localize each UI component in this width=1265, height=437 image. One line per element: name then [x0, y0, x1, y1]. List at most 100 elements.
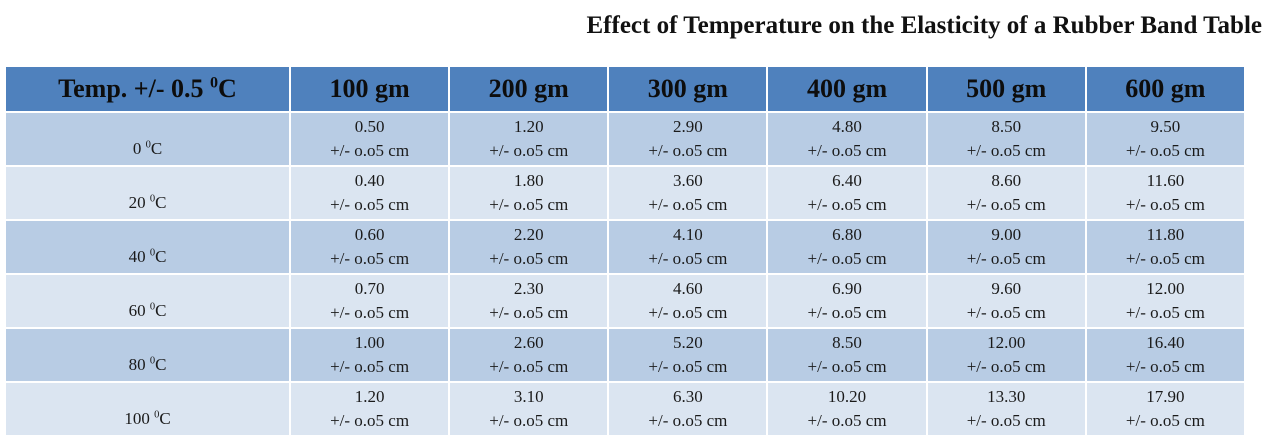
temperature-value: 100	[124, 409, 150, 428]
measurement-cell: 5.20 +/- o.o5 cm	[609, 329, 767, 383]
measurement-cell: 0.50 +/- o.o5 cm	[291, 113, 449, 167]
measurement-cell: 12.00 +/- o.o5 cm	[927, 329, 1085, 383]
measurement-cell: 2.60 +/- o.o5 cm	[450, 329, 608, 383]
uncertainty-label: +/- o.o5 cm	[489, 303, 569, 322]
header-mass: 200 gm	[450, 67, 608, 113]
uncertainty-label: +/- o.o5 cm	[648, 411, 728, 430]
temperature-cell: 40 0C	[6, 221, 289, 275]
temperature-unit: C	[155, 193, 167, 212]
extension-value: 9.60	[991, 279, 1022, 298]
uncertainty-label: +/- o.o5 cm	[1125, 357, 1205, 376]
measurement-cell: 4.10 +/- o.o5 cm	[609, 221, 767, 275]
extension-value: 6.40	[832, 171, 862, 190]
table-row: 60 0C 0.70 +/- o.o5 cm 2.30 +/- o.o5 cm 4.60 +…	[6, 275, 1244, 329]
uncertainty-label: +/- o.o5 cm	[330, 141, 410, 160]
extension-value: 0.60	[354, 225, 385, 244]
measurement-cell: 4.60 +/- o.o5 cm	[609, 275, 767, 329]
temperature-value: 20	[128, 193, 146, 212]
extension-value: 2.30	[513, 279, 544, 298]
measurement-cell: 8.50 +/- o.o5 cm	[768, 329, 926, 383]
measurement-cell: 2.90 +/- o.o5 cm	[609, 113, 767, 167]
header-mass: 100 gm	[291, 67, 449, 113]
temperature-cell: 100 0C	[6, 383, 289, 437]
measurement-cell: 6.80 +/- o.o5 cm	[768, 221, 926, 275]
extension-value: 1.00	[354, 333, 385, 352]
degree-symbol: 0	[149, 247, 156, 259]
header-temp-degree: 0	[209, 74, 219, 92]
extension-value: 8.60	[991, 171, 1022, 190]
degree-symbol: 0	[149, 301, 156, 313]
extension-value: 17.90	[1146, 387, 1185, 406]
measurement-cell: 0.60 +/- o.o5 cm	[291, 221, 449, 275]
uncertainty-label: +/- o.o5 cm	[807, 411, 887, 430]
temperature-unit: C	[155, 301, 167, 320]
extension-value: 12.00	[1146, 279, 1185, 298]
uncertainty-label: +/- o.o5 cm	[330, 303, 410, 322]
temperature-unit: C	[155, 247, 167, 266]
header-temp-label: Temp. +/- 0.5	[58, 74, 204, 103]
extension-value: 11.60	[1146, 171, 1185, 190]
header-mass: 300 gm	[609, 67, 767, 113]
measurement-cell: 9.00 +/- o.o5 cm	[927, 221, 1085, 275]
extension-value: 1.80	[513, 171, 544, 190]
table-row: 0 0C 0.50 +/- o.o5 cm 1.20 +/- o.o5 cm 2.90 +/…	[6, 113, 1244, 167]
header-temp: Temp. +/- 0.5 0C	[6, 67, 289, 113]
extension-value: 2.20	[513, 225, 544, 244]
uncertainty-label: +/- o.o5 cm	[966, 357, 1046, 376]
extension-value: 6.90	[832, 279, 862, 298]
extension-value: 13.30	[987, 387, 1026, 406]
uncertainty-label: +/- o.o5 cm	[489, 357, 569, 376]
extension-value: 6.80	[832, 225, 862, 244]
uncertainty-label: +/- o.o5 cm	[966, 195, 1046, 214]
uncertainty-label: +/- o.o5 cm	[489, 141, 569, 160]
measurement-cell: 16.40 +/- o.o5 cm	[1086, 329, 1244, 383]
uncertainty-label: +/- o.o5 cm	[1125, 303, 1205, 322]
extension-value: 4.60	[673, 279, 703, 298]
table-row: 100 0C 1.20 +/- o.o5 cm 3.10 +/- o.o5 cm 6.30…	[6, 383, 1244, 437]
measurement-cell: 2.30 +/- o.o5 cm	[450, 275, 608, 329]
table-row: 20 0C 0.40 +/- o.o5 cm 1.80 +/- o.o5 cm 3.60 +…	[6, 167, 1244, 221]
extension-value: 8.50	[991, 117, 1022, 136]
measurement-cell: 9.60 +/- o.o5 cm	[927, 275, 1085, 329]
degree-symbol: 0	[154, 409, 160, 421]
measurement-cell: 6.30 +/- o.o5 cm	[609, 383, 767, 437]
temperature-value: 60	[128, 301, 146, 320]
temperature-cell: 60 0C	[6, 275, 289, 329]
uncertainty-label: +/- o.o5 cm	[807, 249, 887, 268]
measurement-cell: 4.80 +/- o.o5 cm	[768, 113, 926, 167]
table-body: 0 0C 0.50 +/- o.o5 cm 1.20 +/- o.o5 cm 2.90 +/…	[6, 113, 1244, 437]
extension-value: 0.70	[354, 279, 385, 298]
measurement-cell: 8.60 +/- o.o5 cm	[927, 167, 1085, 221]
uncertainty-label: +/- o.o5 cm	[330, 411, 410, 430]
measurement-cell: 1.20 +/- o.o5 cm	[450, 113, 608, 167]
temperature-unit: C	[159, 409, 171, 428]
header-row: Temp. +/- 0.5 0C 100 gm 200 gm 300 gm 40…	[6, 67, 1244, 113]
extension-value: 0.50	[354, 117, 385, 136]
elasticity-table: Temp. +/- 0.5 0C 100 gm 200 gm 300 gm 40…	[4, 67, 1246, 437]
uncertainty-label: +/- o.o5 cm	[330, 195, 410, 214]
extension-value: 1.20	[354, 387, 385, 406]
uncertainty-label: +/- o.o5 cm	[330, 357, 410, 376]
header-mass: 500 gm	[927, 67, 1085, 113]
temperature-value: 40	[128, 247, 146, 266]
measurement-cell: 11.60 +/- o.o5 cm	[1086, 167, 1244, 221]
measurement-cell: 1.80 +/- o.o5 cm	[450, 167, 608, 221]
extension-value: 9.50	[1150, 117, 1181, 136]
measurement-cell: 0.70 +/- o.o5 cm	[291, 275, 449, 329]
extension-value: 8.50	[832, 333, 862, 352]
extension-value: 10.20	[827, 387, 867, 406]
degree-symbol: 0	[149, 355, 156, 367]
uncertainty-label: +/- o.o5 cm	[489, 249, 569, 268]
uncertainty-label: +/- o.o5 cm	[330, 249, 410, 268]
measurement-cell: 8.50 +/- o.o5 cm	[927, 113, 1085, 167]
temperature-unit: C	[155, 355, 167, 374]
uncertainty-label: +/- o.o5 cm	[966, 303, 1046, 322]
uncertainty-label: +/- o.o5 cm	[489, 195, 569, 214]
measurement-cell: 3.10 +/- o.o5 cm	[450, 383, 608, 437]
header-temp-unit: C	[218, 74, 237, 103]
uncertainty-label: +/- o.o5 cm	[648, 249, 728, 268]
measurement-cell: 2.20 +/- o.o5 cm	[450, 221, 608, 275]
extension-value: 6.30	[673, 387, 703, 406]
extension-value: 11.80	[1146, 225, 1185, 244]
measurement-cell: 12.00 +/- o.o5 cm	[1086, 275, 1244, 329]
